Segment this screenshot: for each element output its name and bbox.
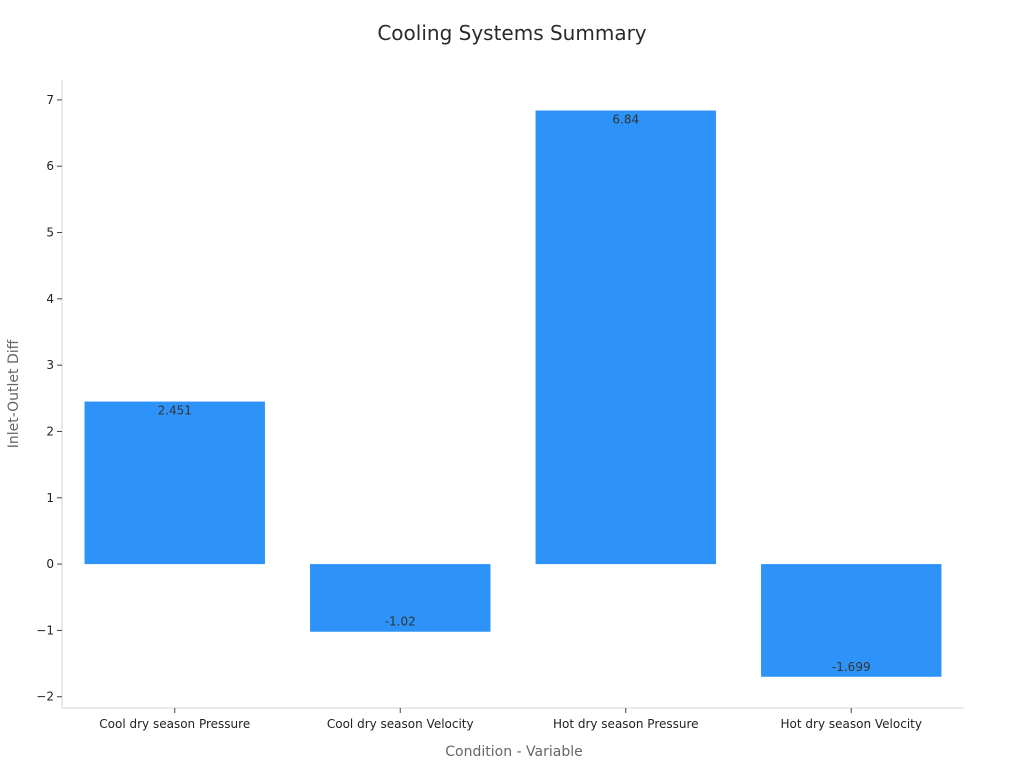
- x-axis-title: Condition - Variable: [445, 744, 582, 760]
- y-tick-label: 1: [46, 491, 54, 505]
- y-tick-label: 2: [46, 424, 54, 438]
- y-tick-label: 6: [46, 159, 54, 173]
- bars-group: [84, 110, 942, 677]
- bar-data-label: -1.02: [385, 615, 416, 629]
- x-tick-label: Cool dry season Velocity: [327, 717, 474, 731]
- y-tick-label: 0: [46, 557, 54, 571]
- bar: [761, 564, 942, 677]
- x-tick-label: Hot dry season Pressure: [553, 717, 699, 731]
- x-tick-label: Hot dry season Velocity: [781, 717, 922, 731]
- bar-data-label: -1.699: [832, 660, 871, 674]
- y-tick-label: −2: [36, 690, 54, 704]
- bar: [535, 110, 716, 565]
- x-tick-label: Cool dry season Pressure: [99, 717, 250, 731]
- data-labels-group: 2.451 -1.02 6.84 -1.699: [158, 113, 871, 674]
- bar-data-label: 6.84: [612, 113, 639, 127]
- y-axis: −2 −1 0 1 2 3 4 5 6 7: [36, 80, 63, 708]
- chart-title: Cooling Systems Summary: [377, 21, 646, 45]
- bar-data-label: 2.451: [158, 404, 192, 418]
- x-axis: Cool dry season Pressure Cool dry season …: [62, 707, 964, 731]
- bar: [310, 564, 491, 632]
- y-tick-label: 5: [46, 226, 54, 240]
- y-tick-label: 7: [46, 93, 54, 107]
- bar: [84, 401, 265, 565]
- y-tick-label: −1: [36, 623, 54, 637]
- y-tick-label: 4: [46, 292, 54, 306]
- y-tick-label: 3: [46, 358, 54, 372]
- y-axis-title: Inlet-Outlet Diff: [6, 339, 22, 448]
